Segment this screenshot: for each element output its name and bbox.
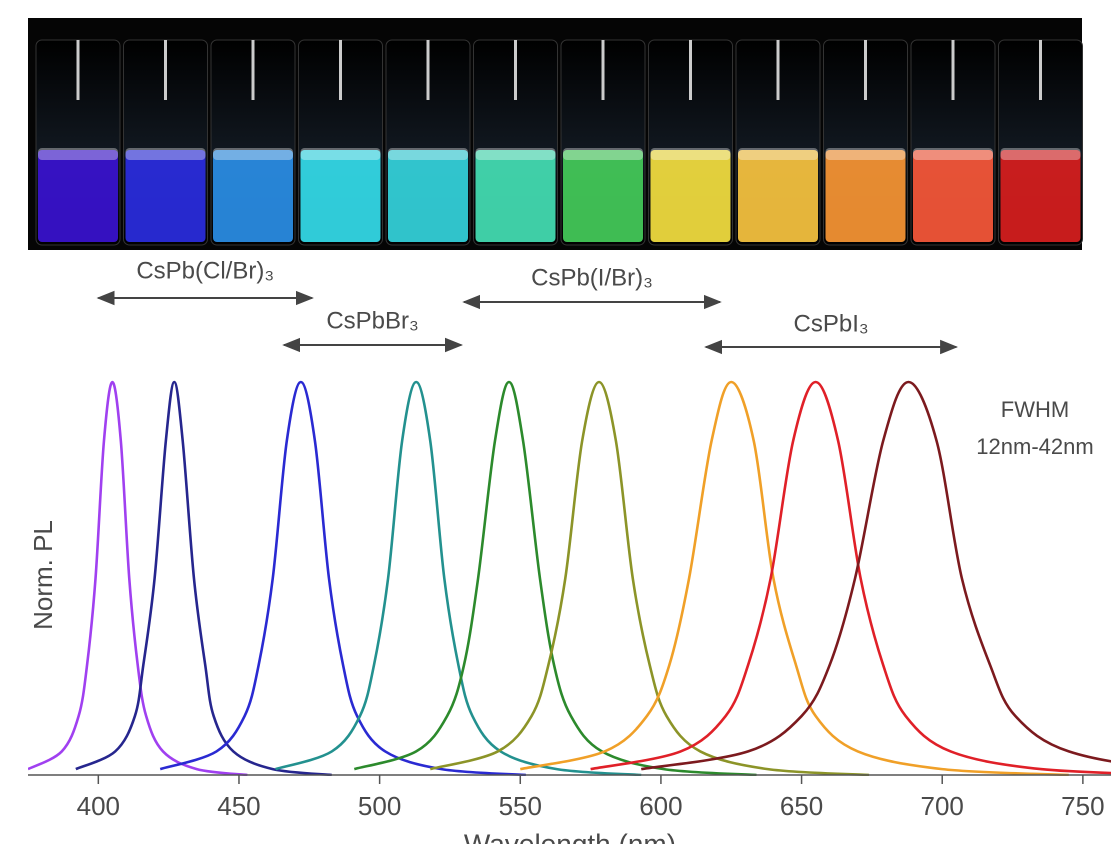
vial-liquid: [1000, 150, 1081, 242]
pl-spectrum: [641, 380, 1111, 771]
vial-glow: [1000, 148, 1081, 160]
pl-spectrum: [75, 380, 332, 776]
vial-liquid: [125, 150, 206, 242]
pl-spectrum: [275, 380, 642, 776]
pl-spectrum: [429, 380, 870, 776]
vial-liquid: [38, 150, 118, 242]
vial-liquid: [738, 150, 818, 242]
x-tick-label: 550: [499, 791, 542, 821]
spectra: [28, 380, 1111, 776]
x-tick-label: 750: [1061, 791, 1104, 821]
vial-glow: [388, 148, 468, 160]
x-tick-label: 650: [780, 791, 823, 821]
vial-liquid: [650, 150, 731, 242]
vial-liquid: [913, 150, 993, 242]
pl-spectrum: [28, 380, 248, 776]
x-tick-label: 400: [77, 791, 120, 821]
fwhm-note: 12nm-42nm: [976, 434, 1093, 459]
vial-liquid: [300, 150, 381, 242]
pl-spectrum: [159, 380, 526, 776]
pl-spectrum: [353, 380, 757, 776]
vial-liquid: [213, 150, 293, 242]
x-axis-label: Wavelength (nm): [464, 828, 676, 844]
range-label: CsPbBr₃: [326, 307, 418, 334]
vial-liquid: [388, 150, 468, 242]
vial-glow: [125, 148, 206, 160]
vial-liquid: [563, 150, 643, 242]
vial-liquid: [475, 150, 556, 242]
x-tick-label: 600: [639, 791, 682, 821]
pl-spectrum: [520, 380, 1069, 776]
vial-glow: [213, 148, 293, 160]
vial-photo: [28, 18, 1083, 250]
vial-glow: [38, 148, 118, 160]
pl-spectrum: [590, 380, 1111, 775]
vial-glow: [300, 148, 381, 160]
range-label: CsPb(I/Br)₃: [531, 264, 653, 291]
vial-glow: [650, 148, 731, 160]
fwhm-note: FWHM: [1001, 397, 1069, 422]
range-label: CsPbI₃: [794, 310, 869, 337]
y-axis-label: Norm. PL: [28, 520, 58, 630]
x-tick-label: 450: [217, 791, 260, 821]
vial-glow: [475, 148, 556, 160]
range-label: CsPb(Cl/Br)₃: [136, 257, 274, 284]
x-tick-label: 700: [921, 791, 964, 821]
vial-glow: [563, 148, 643, 160]
x-tick-label: 500: [358, 791, 401, 821]
vial-glow: [913, 148, 993, 160]
vial-glow: [825, 148, 906, 160]
vial-glow: [738, 148, 818, 160]
vial-liquid: [825, 150, 906, 242]
